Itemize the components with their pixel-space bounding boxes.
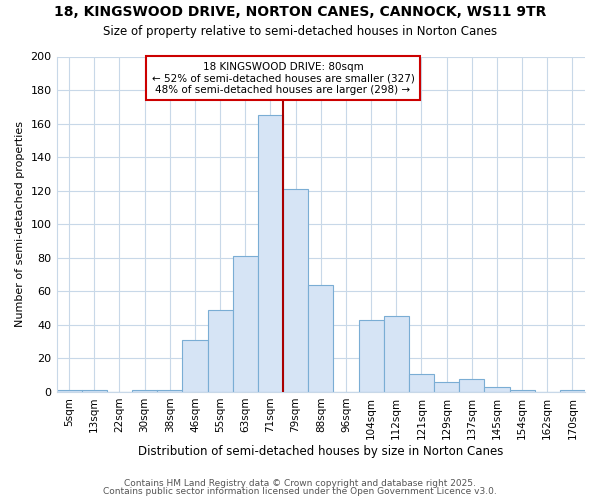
Bar <box>208 310 233 392</box>
Bar <box>308 284 334 392</box>
Bar <box>359 320 383 392</box>
Text: Contains HM Land Registry data © Crown copyright and database right 2025.: Contains HM Land Registry data © Crown c… <box>124 478 476 488</box>
Text: 18 KINGSWOOD DRIVE: 80sqm
← 52% of semi-detached houses are smaller (327)
48% of: 18 KINGSWOOD DRIVE: 80sqm ← 52% of semi-… <box>152 62 415 94</box>
Y-axis label: Number of semi-detached properties: Number of semi-detached properties <box>15 121 25 327</box>
Bar <box>560 390 585 392</box>
Bar <box>409 374 434 392</box>
Text: Contains public sector information licensed under the Open Government Licence v3: Contains public sector information licen… <box>103 487 497 496</box>
Bar <box>157 390 182 392</box>
Bar <box>233 256 258 392</box>
Bar <box>509 390 535 392</box>
X-axis label: Distribution of semi-detached houses by size in Norton Canes: Distribution of semi-detached houses by … <box>138 444 503 458</box>
Bar <box>82 390 107 392</box>
Bar <box>484 387 509 392</box>
Bar <box>383 316 409 392</box>
Text: 18, KINGSWOOD DRIVE, NORTON CANES, CANNOCK, WS11 9TR: 18, KINGSWOOD DRIVE, NORTON CANES, CANNO… <box>54 5 546 19</box>
Bar <box>459 378 484 392</box>
Bar <box>132 390 157 392</box>
Bar <box>56 390 82 392</box>
Bar <box>182 340 208 392</box>
Text: Size of property relative to semi-detached houses in Norton Canes: Size of property relative to semi-detach… <box>103 25 497 38</box>
Bar <box>434 382 459 392</box>
Bar <box>283 189 308 392</box>
Bar <box>258 115 283 392</box>
